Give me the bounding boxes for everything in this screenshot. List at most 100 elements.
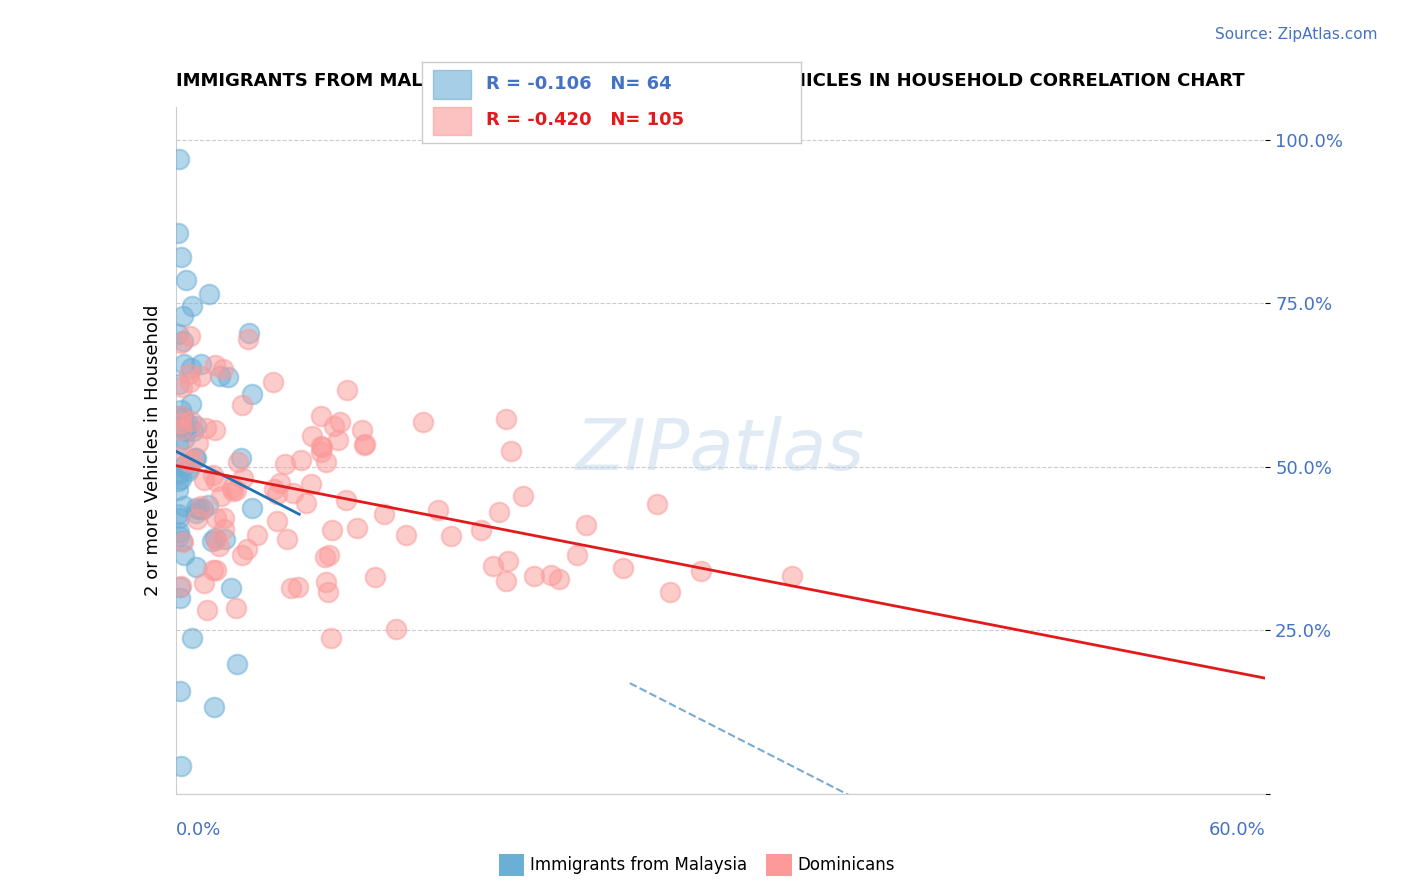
Dominicans (323, 418, 346, 433)
Dominicans (290, 453, 312, 467)
Immigrants from Malaysia (217, 370, 239, 384)
Dominicans (262, 375, 284, 389)
Dominicans (321, 523, 343, 537)
Dominicans (195, 603, 218, 617)
Dominicans (231, 548, 253, 562)
Immigrants from Malaysia (201, 533, 224, 548)
Dominicans (329, 416, 352, 430)
Dominicans (353, 438, 375, 452)
Dominicans (335, 492, 357, 507)
Dominicans (283, 485, 305, 500)
Dominicans (204, 474, 226, 488)
Dominicans (180, 414, 202, 428)
Dominicans (177, 367, 200, 381)
Dominicans (266, 514, 288, 528)
Dominicans (274, 457, 297, 471)
Dominicans (426, 503, 449, 517)
Dominicans (395, 527, 418, 541)
Immigrants from Malaysia (188, 502, 211, 516)
Dominicans (170, 380, 193, 394)
Dominicans (523, 569, 546, 583)
Dominicans (575, 518, 598, 533)
Immigrants from Malaysia (169, 153, 191, 167)
Immigrants from Malaysia (240, 387, 263, 401)
Immigrants from Malaysia (202, 700, 225, 714)
Dominicans (221, 482, 243, 496)
Dominicans (512, 489, 534, 503)
Dominicans (205, 563, 228, 577)
Immigrants from Malaysia (173, 548, 195, 562)
Dominicans (205, 533, 228, 547)
Immigrants from Malaysia (170, 251, 193, 265)
Immigrants from Malaysia (169, 758, 191, 772)
Dominicans (222, 484, 245, 499)
Dominicans (299, 476, 322, 491)
Dominicans (316, 585, 339, 599)
Dominicans (287, 580, 309, 594)
Dominicans (226, 455, 249, 469)
Text: IMMIGRANTS FROM MALAYSIA VS DOMINICAN 2 OR MORE VEHICLES IN HOUSEHOLD CORRELATIO: IMMIGRANTS FROM MALAYSIA VS DOMINICAN 2 … (176, 72, 1244, 90)
Dominicans (318, 549, 340, 563)
Dominicans (194, 421, 217, 435)
Dominicans (238, 332, 260, 346)
Immigrants from Malaysia (169, 591, 191, 605)
Immigrants from Malaysia (184, 501, 207, 516)
Dominicans (547, 572, 569, 586)
Dominicans (645, 497, 668, 511)
Dominicans (263, 483, 285, 497)
Dominicans (170, 335, 193, 350)
Dominicans (246, 528, 269, 542)
Immigrants from Malaysia (169, 377, 191, 392)
Immigrants from Malaysia (174, 457, 197, 471)
Dominicans (208, 539, 231, 553)
Immigrants from Malaysia (180, 361, 202, 376)
Dominicans (311, 440, 333, 454)
Immigrants from Malaysia (166, 474, 188, 488)
Immigrants from Malaysia (184, 560, 207, 574)
Dominicans (170, 423, 193, 437)
Dominicans (412, 415, 434, 429)
Immigrants from Malaysia (167, 508, 190, 522)
Text: Immigrants from Malaysia: Immigrants from Malaysia (530, 856, 747, 874)
Dominicans (187, 435, 209, 450)
Immigrants from Malaysia (197, 498, 219, 512)
Dominicans (346, 521, 368, 535)
Immigrants from Malaysia (173, 357, 195, 371)
Dominicans (170, 449, 193, 463)
Text: 0.0%: 0.0% (176, 822, 221, 839)
Dominicans (212, 361, 235, 376)
Dominicans (373, 507, 395, 521)
Dominicans (179, 455, 201, 469)
Immigrants from Malaysia (166, 226, 188, 240)
Immigrants from Malaysia (172, 310, 194, 324)
Immigrants from Malaysia (177, 417, 200, 431)
Immigrants from Malaysia (169, 683, 191, 698)
Immigrants from Malaysia (229, 451, 252, 466)
Dominicans (205, 510, 228, 524)
Immigrants from Malaysia (181, 299, 204, 313)
Immigrants from Malaysia (238, 326, 260, 340)
Dominicans (212, 522, 235, 536)
Immigrants from Malaysia (177, 464, 200, 478)
Immigrants from Malaysia (208, 368, 231, 383)
Dominicans (782, 569, 804, 583)
Immigrants from Malaysia (166, 409, 188, 423)
Dominicans (209, 489, 232, 503)
Immigrants from Malaysia (221, 581, 243, 595)
Dominicans (314, 550, 336, 565)
Immigrants from Malaysia (166, 467, 188, 482)
Dominicans (190, 500, 212, 514)
Dominicans (225, 600, 247, 615)
Dominicans (540, 567, 562, 582)
Immigrants from Malaysia (172, 409, 194, 424)
Dominicans (658, 585, 681, 599)
Dominicans (186, 512, 208, 526)
Immigrants from Malaysia (166, 483, 188, 498)
Immigrants from Malaysia (166, 326, 188, 341)
Dominicans (565, 548, 588, 562)
Immigrants from Malaysia (166, 436, 188, 450)
Dominicans (309, 440, 332, 454)
Immigrants from Malaysia (186, 419, 208, 434)
Immigrants from Malaysia (173, 499, 195, 513)
Dominicans (202, 468, 225, 483)
